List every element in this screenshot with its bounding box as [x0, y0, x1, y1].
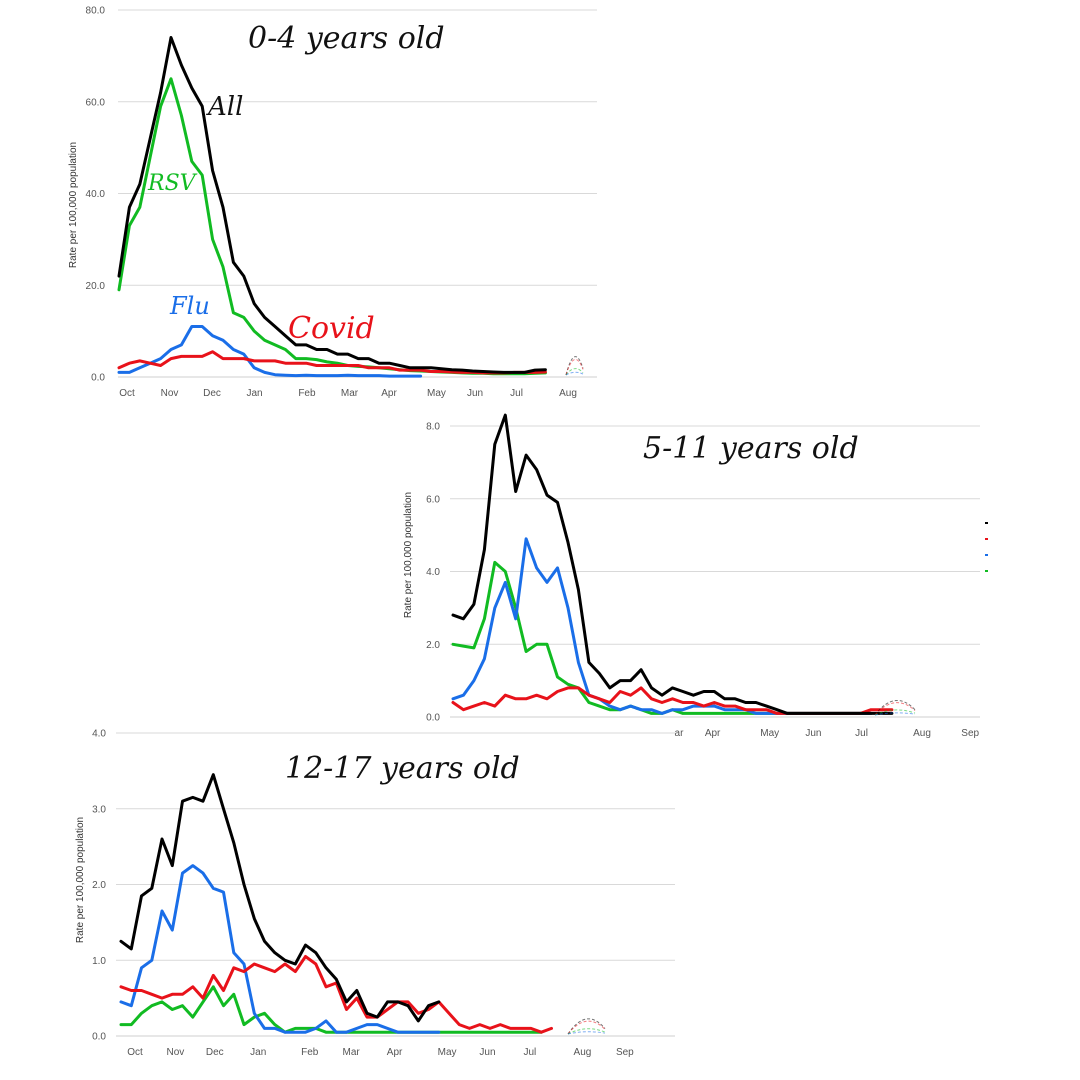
x-tick-labels: Oct Nov Dec Jan Feb Mar Apr May Jun Jul Aug Sep [127, 1047, 634, 1058]
projection-line-covid [874, 702, 916, 716]
x-tick-label: Feb [301, 1047, 319, 1058]
projection-line-flu [565, 371, 584, 376]
series-line-all [451, 413, 894, 715]
chart-panel-12-17: 0.0 1.0 2.0 3.0 4.0 Oct Nov Dec Jan Feb Mar Apr May… [75, 729, 675, 1058]
x-tick-label: Mar [341, 388, 359, 399]
projection-line-all [567, 1018, 606, 1035]
series-lines [117, 36, 547, 378]
y-tick-label: 4.0 [426, 567, 440, 578]
y-tick-label: 2.0 [92, 880, 106, 891]
projection-line-all [565, 356, 584, 376]
x-tick-label: May [427, 388, 446, 399]
legend-markers [985, 522, 988, 572]
annotation-all: All [206, 92, 243, 122]
x-tick-label: Apr [387, 1047, 403, 1058]
y-tick-label: 40.0 [86, 189, 106, 200]
x-tick-label: May [760, 728, 779, 739]
x-tick-label: Sep [616, 1047, 634, 1058]
chart-title: 0-4 years old [248, 21, 445, 56]
y-tick-label: 0.0 [91, 373, 105, 384]
series-line-all [117, 36, 547, 374]
dashed-projection [565, 356, 584, 376]
x-tick-label: Jun [805, 728, 821, 739]
y-axis-label: Rate per 100,000 population [75, 817, 86, 943]
chart-panel-0-4: 0.0 20.0 40.0 60.0 80.0 Oct Nov Dec Jan Feb Mar Ap… [68, 6, 597, 399]
x-tick-label: Jul [510, 388, 523, 399]
x-tick-label: Feb [298, 388, 316, 399]
x-tick-label: May [438, 1047, 457, 1058]
x-tick-label: Apr [381, 388, 397, 399]
x-tick-label: Jun [479, 1047, 495, 1058]
chart-title: 12-17 years old [285, 751, 520, 786]
legend-marker-covid [985, 538, 988, 540]
y-tick-label: 1.0 [92, 956, 106, 967]
projection-line-flu [567, 1031, 606, 1035]
dashed-projection [567, 1018, 606, 1035]
legend-marker-rsv [985, 570, 988, 572]
annotation-rsv: RSV [147, 171, 198, 196]
y-axis-label: Rate per 100,000 population [68, 142, 79, 268]
legend-marker-all [985, 522, 988, 524]
y-tick-label: 60.0 [86, 97, 106, 108]
y-tick-labels: 0.0 1.0 2.0 3.0 4.0 [92, 729, 106, 1043]
x-tick-label: Oct [119, 388, 135, 399]
series-lines [119, 773, 553, 1034]
y-tick-label: 3.0 [92, 804, 106, 815]
projection-line-flu [874, 712, 916, 716]
y-tick-labels: 0.0 2.0 4.0 6.0 8.0 [426, 422, 440, 724]
series-line-rsv [119, 985, 543, 1034]
y-tick-label: 0.0 [426, 713, 440, 724]
projection-line-rsv [565, 368, 584, 376]
projection-line-rsv [874, 709, 916, 716]
x-tick-label: Jan [246, 388, 262, 399]
series-line-rsv [451, 560, 873, 715]
projection-line-covid [565, 359, 584, 376]
x-tick-label: Dec [206, 1047, 224, 1058]
y-tick-label: 8.0 [426, 422, 440, 433]
dashed-projection [874, 700, 916, 716]
x-tick-label: Oct [127, 1047, 143, 1058]
y-axis-label: Rate per 100,000 population [403, 492, 414, 618]
x-tick-label: Apr [705, 728, 721, 739]
x-tick-label: Aug [574, 1047, 592, 1058]
x-tick-labels: Oct Nov Dec Jan Feb Mar Apr May Jun Jul Aug [119, 388, 577, 399]
series-line-flu [451, 537, 873, 715]
x-tick-label: Aug [913, 728, 931, 739]
series-lines [451, 413, 894, 715]
annotation-covid: Covid [288, 311, 375, 346]
chart-panel-5-11: 0.0 2.0 4.0 6.0 8.0 ar Apr May Jun Jul Aug Sep Rat… [403, 413, 988, 739]
series-line-flu [119, 864, 441, 1034]
x-tick-label: Sep [961, 728, 979, 739]
y-tick-label: 4.0 [92, 729, 106, 740]
chart-title: 5-11 years old [643, 431, 859, 466]
y-tick-label: 80.0 [86, 6, 106, 17]
x-tick-label: Jul [855, 728, 868, 739]
x-tick-label: ar [675, 728, 685, 739]
series-line-flu [117, 325, 423, 378]
x-tick-label: Nov [161, 388, 179, 399]
projection-line-rsv [567, 1028, 606, 1035]
x-tick-label: Jul [524, 1047, 537, 1058]
x-tick-label: Jun [467, 388, 483, 399]
x-tick-label: Jan [250, 1047, 266, 1058]
projection-line-covid [567, 1020, 606, 1035]
x-tick-label: Dec [203, 388, 221, 399]
x-tick-label: Nov [167, 1047, 185, 1058]
legend-marker-flu [985, 554, 988, 556]
y-tick-label: 2.0 [426, 640, 440, 651]
y-tick-label: 20.0 [86, 281, 106, 292]
x-tick-label: Aug [559, 388, 577, 399]
grid-lines [118, 9, 597, 378]
series-line-covid [119, 955, 553, 1034]
grid-lines [450, 425, 980, 718]
y-tick-label: 0.0 [92, 1032, 106, 1043]
x-tick-label: Mar [343, 1047, 361, 1058]
y-tick-labels: 0.0 20.0 40.0 60.0 80.0 [86, 6, 106, 384]
x-tick-labels: ar Apr May Jun Jul Aug Sep [675, 728, 980, 739]
annotation-flu: Flu [169, 292, 210, 320]
y-tick-label: 6.0 [426, 494, 440, 505]
series-line-all [119, 773, 441, 1023]
